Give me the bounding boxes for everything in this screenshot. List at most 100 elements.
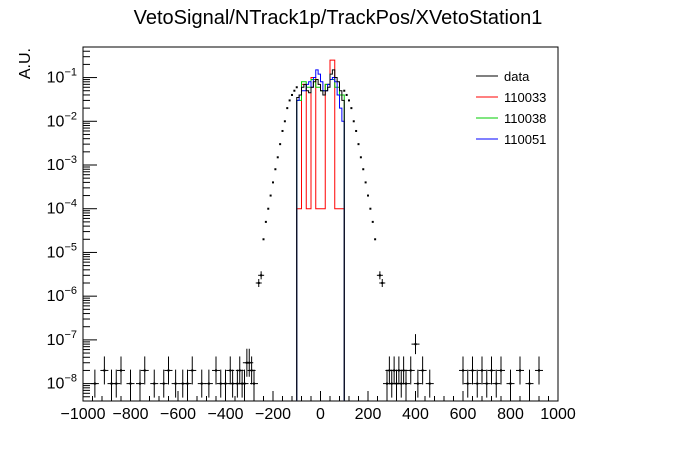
series-110038-histogram xyxy=(296,79,345,401)
data-point xyxy=(459,356,467,385)
data-point xyxy=(276,156,279,159)
data-point xyxy=(250,369,258,398)
x-tick-label: 800 xyxy=(497,406,524,423)
data-point xyxy=(369,207,372,210)
data-point xyxy=(379,279,386,287)
legend-label: 110051 xyxy=(504,132,546,147)
data-point xyxy=(374,238,377,241)
data-point xyxy=(425,369,434,398)
data-point xyxy=(418,356,427,385)
data-point xyxy=(355,129,358,132)
data-point xyxy=(525,369,534,398)
series-data-histogram xyxy=(296,69,345,401)
series-110033-histogram xyxy=(296,59,345,401)
data-point xyxy=(295,86,298,89)
data-point xyxy=(283,120,286,123)
data-point xyxy=(264,220,267,223)
data-point xyxy=(212,356,220,385)
y-tick-label: 10−2 xyxy=(47,110,77,130)
data-point xyxy=(413,369,422,398)
data-point xyxy=(267,207,270,210)
data-point xyxy=(262,238,265,241)
y-axis-label: A.U. xyxy=(17,48,34,79)
y-tick-label: 10−8 xyxy=(47,373,77,393)
legend-entry-110051: 110051 xyxy=(476,132,546,147)
legend-label: 110033 xyxy=(504,90,546,105)
data-point xyxy=(345,93,348,96)
x-tick-label: 600 xyxy=(450,406,477,423)
data-point xyxy=(291,93,293,96)
data-point xyxy=(164,356,173,385)
data-point xyxy=(487,356,496,385)
data-point xyxy=(272,181,274,184)
y-tick-label: 10−6 xyxy=(47,285,77,305)
data-point xyxy=(359,156,362,159)
data-point xyxy=(286,107,289,110)
legend-entry-110038: 110038 xyxy=(476,111,546,126)
data-point xyxy=(150,369,159,398)
data-point xyxy=(159,369,168,398)
data-point xyxy=(136,369,144,398)
data-point xyxy=(269,194,272,197)
x-tick-label: −800 xyxy=(112,406,148,423)
y-tick-label: 10−4 xyxy=(47,198,77,218)
data-point xyxy=(279,143,282,146)
data-point xyxy=(468,356,477,385)
data-point xyxy=(240,369,249,398)
data-point xyxy=(516,356,524,385)
series-layer xyxy=(90,59,543,401)
x-tick-label: −400 xyxy=(207,406,243,423)
data-point xyxy=(350,107,353,110)
data-point xyxy=(492,369,501,398)
data-point xyxy=(117,356,125,385)
data-point xyxy=(473,369,482,398)
x-tick-label: −1000 xyxy=(61,406,106,423)
data-point xyxy=(100,356,109,385)
data-point xyxy=(293,89,296,92)
data-point xyxy=(371,220,374,223)
chart-title: VetoSignal/NTrack1p/TrackPos/XVetoStatio… xyxy=(134,7,543,29)
data-point xyxy=(376,271,383,280)
legend: data 110033 110038 110051 xyxy=(476,69,546,147)
data-point xyxy=(364,181,367,184)
legend-label: 110038 xyxy=(504,111,546,126)
series-110051-histogram xyxy=(296,69,345,401)
data-point xyxy=(188,356,197,385)
data-point xyxy=(255,279,262,287)
y-tick-label: 10−7 xyxy=(47,329,77,349)
axes-layer: −1000 −800 −600 −400 −200 0 200 400 600 800 1000 10… xyxy=(47,46,576,423)
data-point xyxy=(258,271,265,280)
y-tick-label: 10−1 xyxy=(47,67,77,87)
data-point xyxy=(482,369,491,398)
y-tick-label: 10−3 xyxy=(47,154,77,174)
data-point xyxy=(497,356,505,385)
x-tick-label: 1000 xyxy=(540,406,576,423)
x-tick-label: −200 xyxy=(255,406,291,423)
x-tick-label: −600 xyxy=(160,406,196,423)
data-point xyxy=(204,369,213,398)
x-tick-label: 0 xyxy=(316,406,325,423)
data-point xyxy=(367,194,369,197)
data-point xyxy=(463,369,472,398)
data-point xyxy=(274,168,277,171)
data-point xyxy=(535,356,543,385)
data-point xyxy=(348,99,350,102)
x-tick-label: 200 xyxy=(355,406,382,423)
data-point xyxy=(171,369,180,398)
data-point xyxy=(343,89,346,92)
legend-entry-110033: 110033 xyxy=(476,90,546,105)
data-point xyxy=(352,120,355,123)
x-tick-label: 400 xyxy=(402,406,429,423)
data-point xyxy=(406,356,415,385)
legend-label: data xyxy=(504,69,530,84)
y-tick-label: 10−5 xyxy=(47,241,77,261)
data-point xyxy=(183,369,192,398)
data-point xyxy=(197,369,206,398)
data-point xyxy=(411,334,420,355)
data-point xyxy=(281,129,284,132)
legend-entry-data: data xyxy=(476,69,530,84)
data-point xyxy=(288,99,291,102)
data-point xyxy=(112,369,121,398)
data-point xyxy=(478,356,486,385)
